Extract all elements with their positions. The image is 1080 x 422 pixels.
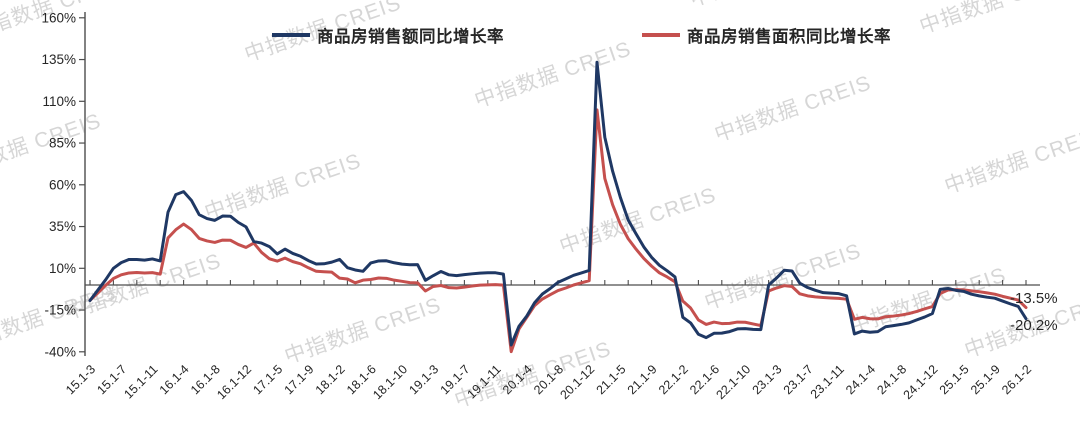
x-axis-label: 21.1-9 (625, 362, 660, 397)
x-axis-label: 22.1-2 (656, 362, 691, 397)
x-axis-label: 25.1-5 (937, 362, 972, 397)
x-axis-label: 15.1-3 (63, 362, 98, 397)
end-label-sales-area: -13.5% (1010, 290, 1058, 307)
y-axis-label: 110% (42, 94, 76, 109)
x-axis-label: 17.1-9 (282, 362, 317, 397)
legend-item-sales-area: 商品房销售面积同比增长率 (642, 23, 891, 47)
x-axis-label: 24.1-12 (901, 362, 941, 402)
y-axis-label: 10% (49, 261, 76, 276)
legend-line-swatch-amount (272, 33, 310, 37)
end-label-sales-amount: -20.2% (1010, 317, 1058, 334)
x-axis-label: 23.1-11 (808, 362, 847, 401)
y-axis-label: 35% (49, 219, 76, 234)
y-axis-label: 135% (41, 52, 76, 67)
x-axis-label: 16.1-12 (214, 362, 254, 402)
x-axis-label: 20.1-4 (500, 362, 535, 397)
x-axis-label: 19.1-3 (406, 362, 441, 397)
x-axis-label: 21.1-5 (594, 362, 629, 397)
y-axis-label: 60% (49, 177, 76, 192)
x-axis-label: 24.1-4 (843, 362, 878, 397)
x-axis-label: 23.1-3 (750, 362, 785, 397)
x-axis-label: 26.1-2 (999, 362, 1034, 397)
x-axis-label: 17.1-5 (250, 362, 285, 397)
x-axis-label: 18.1-2 (313, 362, 348, 397)
y-axis-label: -15% (44, 303, 76, 318)
legend-label-sales-amount: 商品房销售额同比增长率 (317, 28, 504, 46)
sales-amount-line (88, 60, 1028, 347)
chart-legend: 商品房销售额同比增长率 商品房销售面积同比增长率 (272, 23, 891, 47)
legend-line-swatch-area (642, 33, 680, 37)
sales-area-line (88, 108, 1028, 354)
x-axis-label: 20.1-12 (557, 362, 597, 402)
x-axis-label: 19.1-11 (464, 362, 503, 401)
x-axis-label: 15.1-11 (121, 362, 160, 401)
x-axis-label: 25.1-9 (968, 362, 1003, 397)
x-axis-label: 16.1-4 (157, 362, 192, 397)
legend-label-sales-area: 商品房销售面积同比增长率 (687, 28, 891, 46)
x-axis-label: 22.1-10 (713, 362, 753, 402)
y-axis-label: 85% (49, 136, 76, 151)
x-axis-label: 18.1-10 (370, 362, 410, 402)
y-axis-label: 160% (41, 10, 76, 25)
legend-item-sales-amount: 商品房销售额同比增长率 (272, 23, 504, 47)
y-axis-label: -40% (44, 344, 76, 359)
